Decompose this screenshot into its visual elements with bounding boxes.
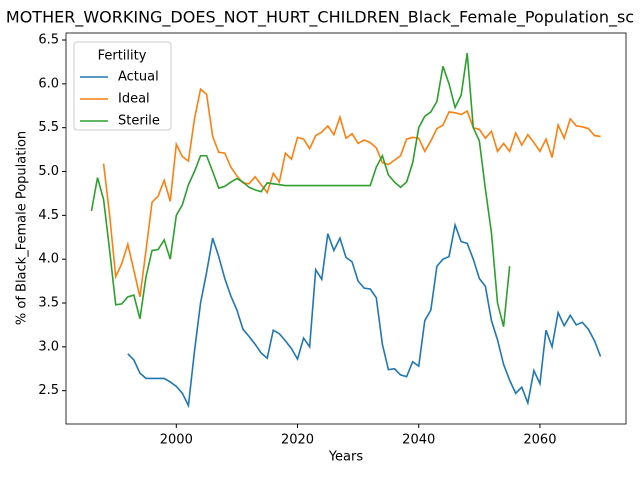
series-line bbox=[90, 53, 511, 327]
legend-box bbox=[73, 41, 172, 131]
y-tick-label: 3.0 bbox=[38, 339, 59, 354]
y-tick-label: 4.0 bbox=[38, 252, 59, 267]
y-tick-label: 5.0 bbox=[38, 164, 59, 179]
legend-title: Fertility bbox=[98, 49, 147, 64]
y-tick-label: 6.5 bbox=[38, 33, 59, 48]
legend-label: Actual bbox=[118, 70, 159, 85]
x-tick-label: 2060 bbox=[523, 433, 556, 448]
plot-frame bbox=[65, 32, 627, 425]
y-tick-label: 5.5 bbox=[38, 120, 59, 135]
y-tick-label: 6.0 bbox=[38, 76, 59, 91]
x-tick-label: 2040 bbox=[402, 433, 435, 448]
x-axis-label: Years bbox=[328, 450, 364, 465]
x-tick-label: 2020 bbox=[281, 433, 314, 448]
legend-label: Sterile bbox=[118, 114, 160, 129]
legend-label: Ideal bbox=[118, 92, 150, 107]
y-tick-label: 2.5 bbox=[38, 383, 59, 398]
y-tick-label: 4.5 bbox=[38, 208, 59, 223]
series-line bbox=[102, 87, 601, 298]
x-tick-label: 2000 bbox=[160, 433, 193, 448]
y-tick-label: 3.5 bbox=[38, 296, 59, 311]
y-axis-label: % of Black_Female Population bbox=[15, 131, 30, 325]
chart-title: MOTHER_WORKING_DOES_NOT_HURT_CHILDREN_Bl… bbox=[6, 8, 634, 28]
series-line bbox=[127, 221, 602, 409]
